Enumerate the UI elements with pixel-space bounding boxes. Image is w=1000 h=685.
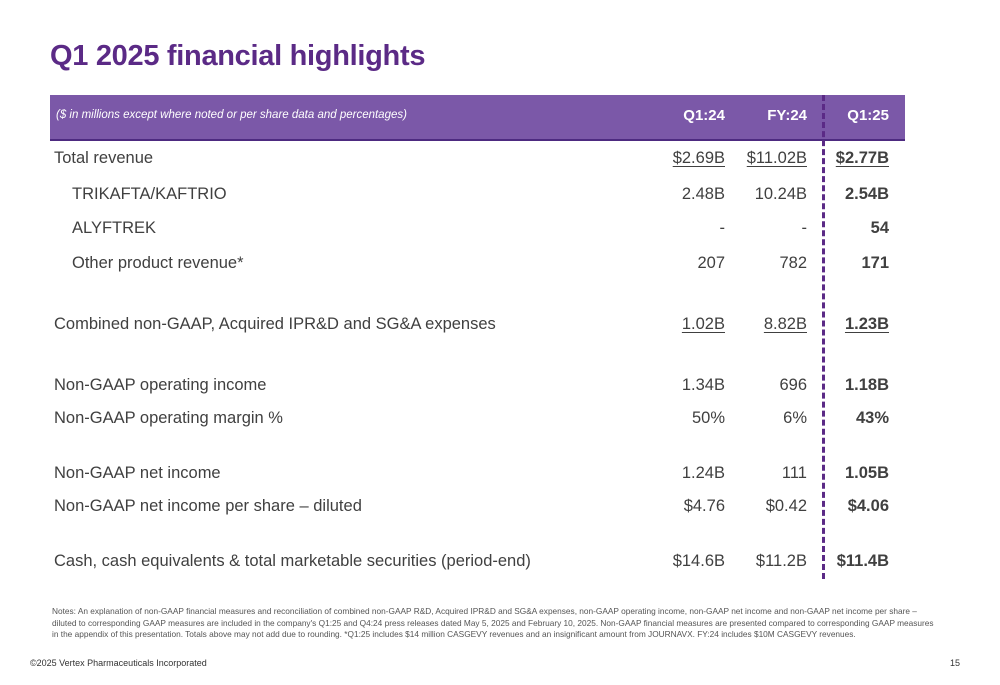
table-row-eps-diluted: Non-GAAP net income per share – diluted … bbox=[50, 497, 905, 521]
cell-fy-24: 6% bbox=[783, 409, 807, 427]
cell-fy-24: 696 bbox=[779, 376, 807, 394]
cell-q1-24: $2.69B bbox=[672, 149, 725, 167]
cell-q1-24: $4.76 bbox=[683, 497, 725, 515]
cell-q1-25: 1.05B bbox=[844, 464, 889, 482]
cell-q1-25: 1.18B bbox=[844, 376, 889, 394]
table-row-other-product-revenue: Other product revenue* 207 782 171 bbox=[50, 254, 905, 278]
cell-fy-24: $0.42 bbox=[765, 497, 807, 515]
row-label: Non-GAAP net income per share – diluted bbox=[54, 497, 362, 515]
units-note: ($ in millions except where noted or per… bbox=[56, 109, 407, 121]
row-label: ALYFTREK bbox=[72, 219, 157, 237]
cell-q1-25: 171 bbox=[861, 254, 889, 272]
page-title: Q1 2025 financial highlights bbox=[50, 40, 426, 72]
cell-fy-24: 111 bbox=[781, 464, 807, 482]
cell-q1-24: 2.48B bbox=[681, 185, 725, 203]
column-header-q1-25: Q1:25 bbox=[847, 107, 889, 124]
cell-q1-25: 43% bbox=[855, 409, 889, 427]
cell-q1-24: - bbox=[719, 219, 726, 237]
cell-fy-24: 10.24B bbox=[754, 185, 807, 203]
column-divider bbox=[822, 95, 825, 579]
table-row-net-income: Non-GAAP net income 1.24B 111 1.05B bbox=[50, 464, 905, 488]
page-number: 15 bbox=[949, 658, 960, 668]
cell-q1-25: $11.4B bbox=[836, 552, 889, 570]
copyright: ©2025 Vertex Pharmaceuticals Incorporate… bbox=[30, 658, 207, 668]
table-row-trikafta: TRIKAFTA/KAFTRIO 2.48B 10.24B 2.54B bbox=[50, 185, 905, 209]
cell-q1-25: $4.06 bbox=[847, 497, 889, 515]
table-header: ($ in millions except where noted or per… bbox=[50, 95, 905, 141]
row-label: TRIKAFTA/KAFTRIO bbox=[72, 185, 227, 203]
cell-q1-24: 1.34B bbox=[681, 376, 725, 394]
cell-q1-24: 1.02B bbox=[681, 315, 725, 333]
cell-q1-25: 2.54B bbox=[844, 185, 889, 203]
cell-fy-24: 8.82B bbox=[763, 315, 807, 333]
table-row-operating-income: Non-GAAP operating income 1.34B 696 1.18… bbox=[50, 376, 905, 400]
column-header-q1-24: Q1:24 bbox=[683, 107, 725, 124]
cell-q1-25: 1.23B bbox=[844, 315, 889, 333]
row-label: Combined non-GAAP, Acquired IPR&D and SG… bbox=[54, 315, 496, 333]
row-label: Cash, cash equivalents & total marketabl… bbox=[54, 552, 531, 570]
cell-fy-24: $11.02B bbox=[746, 149, 807, 167]
cell-q1-25: $2.77B bbox=[835, 149, 889, 167]
row-label: Other product revenue* bbox=[72, 254, 244, 272]
cell-fy-24: 782 bbox=[779, 254, 807, 272]
column-header-fy-24: FY:24 bbox=[767, 107, 807, 124]
cell-fy-24: $11.2B bbox=[755, 552, 807, 570]
row-label: Total revenue bbox=[54, 149, 154, 167]
table-row-operating-margin: Non-GAAP operating margin % 50% 6% 43% bbox=[50, 409, 905, 433]
row-label: Non-GAAP net income bbox=[54, 464, 221, 482]
row-label: Non-GAAP operating income bbox=[54, 376, 267, 394]
cell-q1-24: $14.6B bbox=[672, 552, 725, 570]
table-row-cash: Cash, cash equivalents & total marketabl… bbox=[50, 552, 905, 576]
table-row-combined-expenses: Combined non-GAAP, Acquired IPR&D and SG… bbox=[50, 315, 905, 339]
table-row-total-revenue: Total revenue $2.69B $11.02B $2.77B bbox=[50, 149, 905, 173]
cell-q1-24: 207 bbox=[697, 254, 725, 272]
cell-q1-24: 50% bbox=[691, 409, 725, 427]
cell-q1-25: 54 bbox=[870, 219, 889, 237]
footnotes: Notes: An explanation of non-GAAP financ… bbox=[52, 606, 934, 639]
row-label: Non-GAAP operating margin % bbox=[54, 409, 283, 427]
cell-fy-24: - bbox=[801, 219, 808, 237]
table-row-alyftrek: ALYFTREK - - 54 bbox=[50, 219, 905, 243]
cell-q1-24: 1.24B bbox=[681, 464, 725, 482]
